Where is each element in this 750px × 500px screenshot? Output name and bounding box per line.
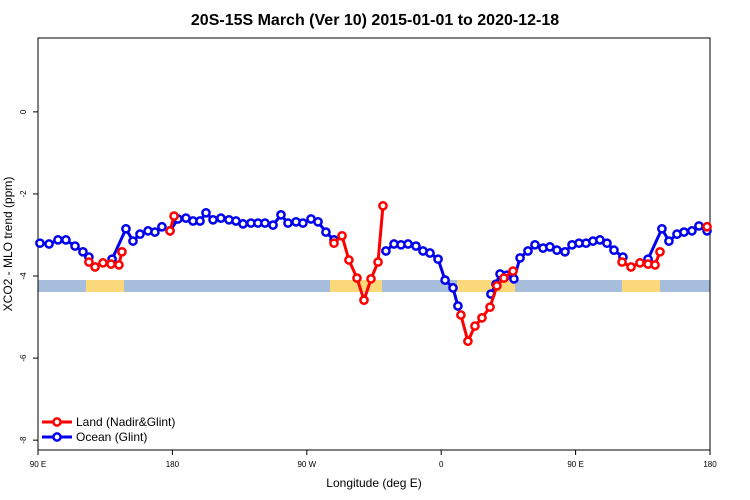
point [381, 246, 391, 256]
point [650, 260, 660, 270]
y-tick-label: -4 [19, 272, 28, 280]
point [617, 257, 627, 267]
x-tick-label: 90 W [297, 460, 316, 469]
point [679, 227, 689, 237]
chart-title: 20S-15S March (Ver 10) 2015-01-01 to 202… [191, 12, 559, 29]
x-axis-label: Longitude (deg E) [326, 476, 421, 490]
point [448, 283, 458, 293]
point [195, 216, 205, 226]
legend-marker [52, 417, 62, 427]
point [635, 258, 645, 268]
point [664, 236, 674, 246]
x-tick-label: 180 [703, 460, 717, 469]
point [128, 236, 138, 246]
point [702, 221, 712, 232]
point [509, 274, 519, 284]
point [157, 221, 167, 232]
point [121, 223, 131, 234]
point [602, 238, 612, 249]
point [329, 238, 339, 249]
point [425, 248, 435, 258]
y-tick-label: -8 [19, 436, 28, 444]
series-line [39, 210, 708, 307]
y-axis-label: XCO2 - MLO trend (ppm) [1, 177, 15, 312]
point [411, 241, 421, 251]
point [117, 246, 127, 257]
point [169, 211, 179, 221]
point [90, 262, 100, 272]
y-tick-label: -6 [19, 354, 28, 362]
series-line [89, 206, 707, 341]
point [150, 227, 160, 237]
legend-marker [52, 432, 62, 442]
point [403, 239, 413, 249]
point [165, 226, 175, 236]
point [440, 275, 450, 285]
point [313, 216, 323, 227]
point [485, 302, 495, 313]
point [609, 245, 619, 256]
point [463, 336, 473, 347]
point [453, 301, 463, 311]
point [470, 321, 480, 331]
legend-label: Land (Nadir&Glint) [76, 415, 175, 429]
point [492, 281, 502, 291]
point [201, 207, 211, 218]
point [298, 218, 308, 228]
point [106, 259, 116, 269]
surface-band [38, 280, 710, 292]
point [283, 218, 293, 228]
point [268, 220, 278, 230]
point [552, 245, 562, 256]
point [456, 310, 466, 320]
point [238, 219, 248, 229]
x-tick-label: 90 E [567, 460, 583, 469]
point [321, 227, 331, 237]
point [687, 226, 697, 236]
point [70, 241, 80, 251]
point [366, 274, 376, 284]
point [378, 200, 388, 211]
point [508, 266, 518, 276]
point [44, 239, 54, 249]
point [276, 210, 286, 220]
point [135, 229, 145, 240]
point [98, 258, 108, 268]
point [515, 253, 525, 263]
point [61, 235, 71, 245]
land-band [622, 280, 660, 292]
point [530, 239, 540, 250]
point [216, 213, 226, 223]
point [359, 295, 369, 306]
point [477, 313, 487, 323]
point [260, 218, 270, 228]
point [208, 214, 218, 225]
x-tick-label: 0 [439, 460, 444, 469]
point [337, 230, 347, 241]
point [433, 254, 443, 265]
x-tick-label: 90 E [30, 460, 46, 469]
y-tick-label: -2 [19, 190, 28, 198]
point [373, 257, 383, 267]
point [499, 273, 509, 283]
point [560, 246, 570, 257]
y-tick-label: 0 [19, 109, 28, 114]
point [35, 238, 45, 249]
point [344, 255, 354, 265]
point [523, 246, 533, 256]
point [626, 262, 636, 272]
point [114, 260, 124, 270]
point [655, 246, 665, 257]
point [352, 273, 362, 283]
x-tick-label: 180 [166, 460, 180, 469]
point [78, 246, 88, 257]
point [657, 223, 667, 234]
legend-label: Ocean (Glint) [76, 430, 147, 444]
land-band [86, 280, 124, 292]
point [694, 221, 704, 231]
point [84, 257, 94, 267]
point [53, 235, 63, 245]
